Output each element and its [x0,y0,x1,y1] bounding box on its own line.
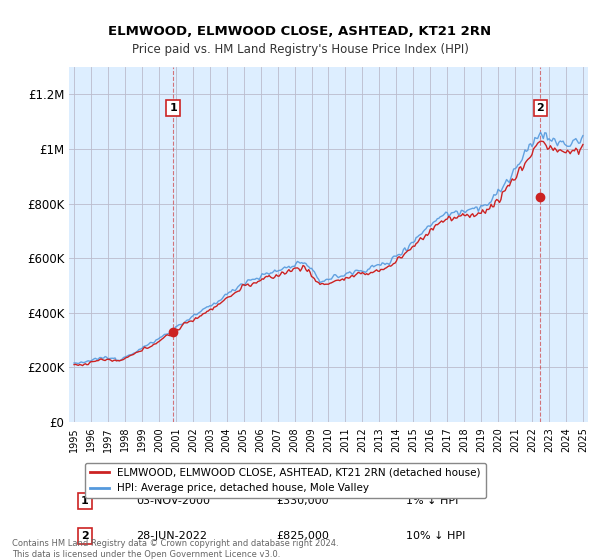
Text: £330,000: £330,000 [277,496,329,506]
Text: Price paid vs. HM Land Registry's House Price Index (HPI): Price paid vs. HM Land Registry's House … [131,43,469,55]
Text: £825,000: £825,000 [277,531,329,541]
Text: 1: 1 [169,103,177,113]
Text: 2: 2 [536,103,544,113]
Text: 10% ↓ HPI: 10% ↓ HPI [406,531,466,541]
Text: 1% ↓ HPI: 1% ↓ HPI [406,496,459,506]
Legend: ELMWOOD, ELMWOOD CLOSE, ASHTEAD, KT21 2RN (detached house), HPI: Average price, : ELMWOOD, ELMWOOD CLOSE, ASHTEAD, KT21 2R… [85,463,485,498]
Text: ELMWOOD, ELMWOOD CLOSE, ASHTEAD, KT21 2RN: ELMWOOD, ELMWOOD CLOSE, ASHTEAD, KT21 2R… [109,25,491,38]
Text: 1: 1 [80,496,88,506]
Text: Contains HM Land Registry data © Crown copyright and database right 2024.
This d: Contains HM Land Registry data © Crown c… [12,539,338,559]
Text: 2: 2 [80,531,88,541]
Text: 28-JUN-2022: 28-JUN-2022 [136,531,208,541]
Text: 03-NOV-2000: 03-NOV-2000 [136,496,211,506]
